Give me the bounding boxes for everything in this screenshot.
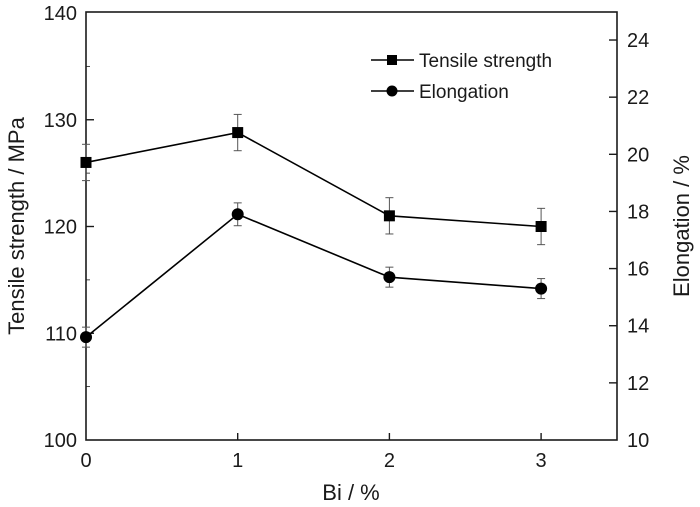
x-tick-label: 2 [384,450,395,472]
data-point-square [80,156,92,168]
series-layer [80,113,548,348]
x-tick-label: 1 [232,450,243,472]
data-point-square [535,221,547,232]
y-right-tick-label: 14 [627,316,649,338]
y-left-tick-label: 130 [44,110,77,132]
data-point-square [232,127,244,139]
x-tick-label: 0 [80,450,91,472]
y-left-tick-label: 140 [44,3,77,25]
y-left-tick-label: 120 [44,217,77,239]
y-right-tick-label: 18 [627,201,649,223]
x-axis-title: Bi / % [322,480,379,505]
y-axis-left-title: Tensile strength / MPa [4,116,29,334]
data-point-circle [535,282,548,295]
series-line-elongation [85,213,542,338]
legend-label: Elongation [419,82,509,103]
y-right-tick-label: 16 [627,259,649,281]
data-point-circle [80,331,92,344]
y-right-tick-label: 12 [627,373,649,395]
legend: Tensile strength Elongation [371,51,552,103]
data-point-circle [383,271,396,284]
y-right-tick-label: 22 [627,87,649,109]
y-right-tick-label: 24 [627,30,649,52]
data-point-circle [231,208,244,221]
y-right-tick-label: 20 [627,144,649,166]
legend-label: Tensile strength [419,51,552,72]
series-line-tensile-strength [85,131,542,228]
y-axis-right-title: Elongation / % [669,155,694,297]
y-left-tick-label: 110 [45,323,77,345]
legend-marker-circle [386,85,398,97]
data-point-square [383,210,395,222]
y-left-tick-label: 100 [44,430,77,452]
legend-marker-square [387,55,397,65]
y-right-tick-label: 10 [627,430,649,452]
x-tick-label: 3 [536,450,547,472]
